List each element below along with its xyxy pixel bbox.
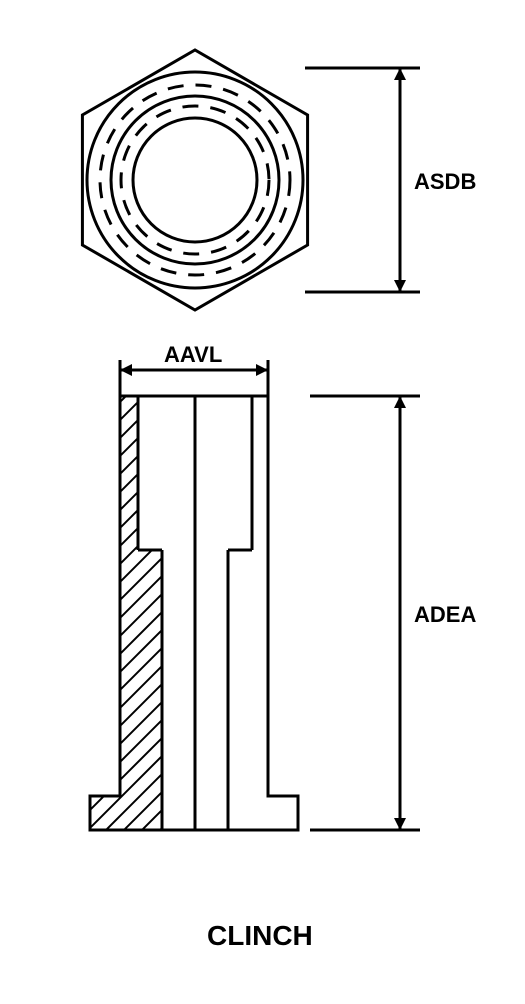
dim-label-aavl: AAVL	[164, 342, 222, 368]
drawing-svg	[0, 0, 525, 999]
dim-label-asdb: ASDB	[414, 169, 476, 195]
dim-label-adea: ADEA	[414, 602, 476, 628]
drawing-title: CLINCH	[207, 920, 313, 952]
diagram-container: ASDB AAVL ADEA CLINCH	[0, 0, 525, 999]
